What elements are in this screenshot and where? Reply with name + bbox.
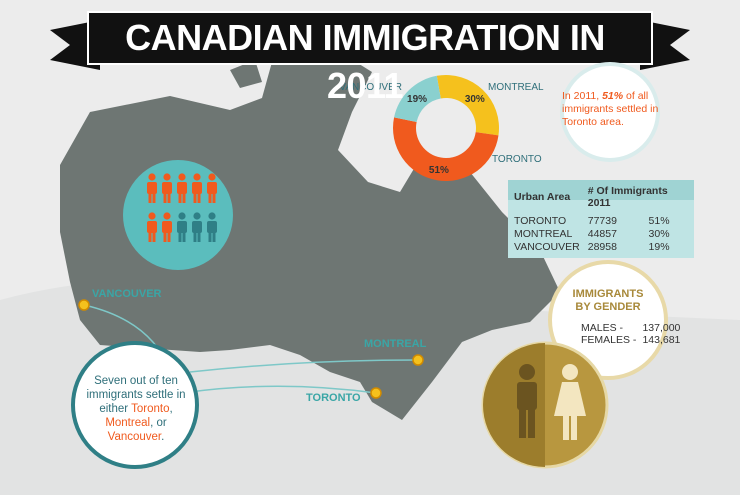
- header: Urban Area: [514, 191, 571, 203]
- donut-slice: [393, 117, 499, 181]
- map-label: MONTREAL: [364, 338, 427, 350]
- cell: 51%: [648, 215, 670, 227]
- callout: In 2011, 51% of all immigrants settled i…: [562, 90, 672, 129]
- table-grid: Urban Area # Of Immigrants 2011 TORONTO 77…: [510, 181, 692, 254]
- cell: MONTREAL: [514, 228, 573, 240]
- text: .: [161, 431, 165, 443]
- female-icon: [554, 364, 586, 440]
- text: Seven out of ten immigrants settle in ei…: [86, 375, 186, 415]
- slice-category: MONTREAL: [488, 82, 544, 93]
- male-icon: [517, 364, 537, 438]
- header: # Of Immigrants 2011: [587, 185, 668, 209]
- title-banner: [87, 11, 653, 65]
- slice-category: VANCOUVER: [339, 82, 402, 93]
- people-circle: [123, 160, 233, 270]
- cell: 77739: [587, 215, 617, 227]
- cell: 30%: [648, 228, 670, 240]
- cell: 44857: [587, 228, 617, 240]
- canada-map: [60, 42, 560, 420]
- cell: MALES -: [581, 322, 624, 334]
- donut-chart: 30%MONTREAL 51% TORONTO 19% VANCOUVER: [339, 75, 544, 181]
- cell: FEMALES -: [581, 334, 637, 346]
- highlight: Vancouver: [107, 431, 162, 443]
- cell: TORONTO: [514, 215, 567, 227]
- gender-title: IMMIGRANTS BY GENDER: [572, 288, 644, 313]
- text: of all immigrants settled in Toronto are…: [562, 90, 659, 128]
- table: Urban Area # Of Immigrants 2011 TORONTO 77…: [510, 181, 692, 254]
- donut-slice: [436, 75, 499, 136]
- table-header-box: [508, 180, 694, 200]
- city-markers: [78, 299, 424, 399]
- slice-label: 30%: [465, 94, 485, 105]
- text: , or: [150, 417, 167, 429]
- highlight: Montreal: [105, 417, 151, 429]
- gender-table: MALES - 137,000 FEMALES - 143,681: [578, 322, 683, 346]
- text: ,: [169, 403, 173, 415]
- highlight: Toronto: [131, 403, 170, 415]
- slice-category: TORONTO: [492, 154, 542, 165]
- note: Seven out of ten immigrants settle in ei…: [80, 374, 192, 444]
- note-circle: [71, 341, 199, 469]
- slice-label: 51%: [429, 165, 449, 176]
- gender-circle: [548, 260, 668, 380]
- callout-circle: [560, 62, 660, 162]
- cell: 143,681: [642, 334, 681, 346]
- title: CANADIAN IMMIGRATION IN 2011: [125, 17, 605, 106]
- text: In 2011,: [562, 90, 600, 102]
- cell: 28958: [587, 241, 617, 253]
- cell: VANCOUVER: [514, 241, 580, 253]
- map-label: VANCOUVER: [92, 288, 162, 300]
- emphasis: 51%: [602, 90, 624, 102]
- donut-slice: [394, 75, 441, 122]
- cell: 19%: [648, 241, 670, 253]
- map-label: TORONTO: [306, 392, 361, 404]
- cell: 137,000: [642, 322, 681, 334]
- slice-label: 19%: [407, 94, 427, 105]
